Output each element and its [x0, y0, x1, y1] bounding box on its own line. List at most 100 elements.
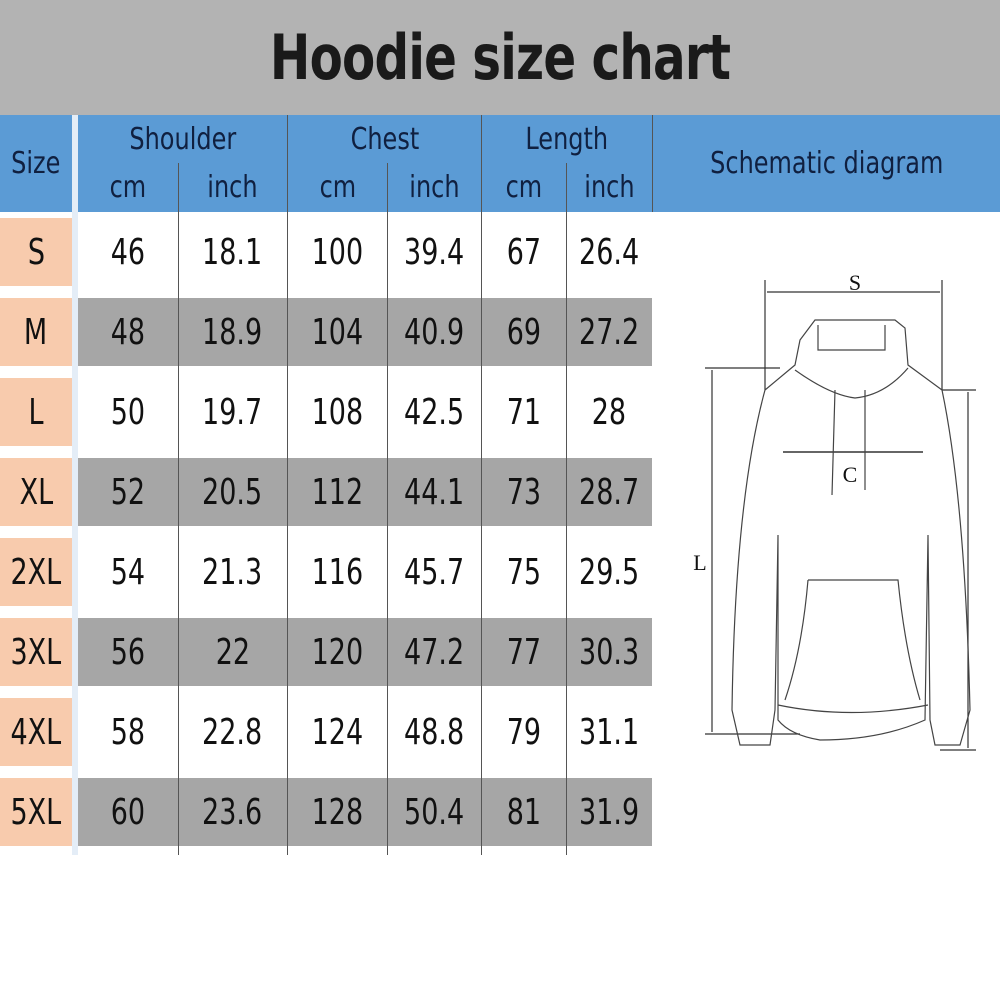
value-text: 120: [311, 631, 364, 673]
value-text: 50: [110, 391, 146, 433]
value-cell: 22: [178, 618, 287, 686]
value-text: 48.8: [403, 711, 465, 753]
value-text: 46: [110, 231, 146, 273]
value-cell: 21.3: [178, 538, 287, 606]
divider: [72, 115, 78, 855]
title-bar: Hoodie size chart: [0, 0, 1000, 115]
unit-header-cm: cm: [482, 163, 566, 212]
value-text: 104: [311, 311, 364, 353]
value-text: 30.3: [578, 631, 640, 673]
unit-label: inch: [408, 170, 460, 205]
value-cell: 100: [288, 218, 387, 286]
value-text: 26.4: [578, 231, 640, 273]
column-divider: [387, 163, 388, 855]
shoulder-measure-line: [764, 280, 943, 390]
value-cell: 116: [288, 538, 387, 606]
value-text: 124: [311, 711, 364, 753]
column-divider: [287, 115, 288, 855]
value-text: 50.4: [403, 791, 465, 833]
table-row: [78, 378, 652, 446]
value-text: 21.3: [202, 551, 263, 593]
value-text: 75: [506, 551, 542, 593]
table-row: [78, 778, 652, 846]
chest-label: Chest: [350, 121, 419, 157]
unit-header-inch: inch: [566, 163, 652, 212]
value-text: 31.1: [578, 711, 640, 753]
shoulder-marker: S: [849, 270, 861, 295]
unit-label: cm: [109, 170, 147, 205]
value-cell: 50: [78, 378, 178, 446]
hoodie-diagram: S C L: [693, 270, 976, 751]
size-header-label: Size: [11, 146, 61, 181]
value-cell: 47.2: [387, 618, 481, 686]
value-cell: 30.3: [566, 618, 652, 686]
value-cell: 56: [78, 618, 178, 686]
value-cell: 128: [288, 778, 387, 846]
size-cell: M: [0, 298, 72, 366]
value-cell: 112: [288, 458, 387, 526]
unit-header-inch: inch: [387, 163, 481, 212]
shoulder-header: Shoulder: [78, 115, 287, 163]
value-cell: 27.2: [566, 298, 652, 366]
value-text: 116: [311, 551, 364, 593]
size-cell: L: [0, 378, 72, 446]
size-cell: S: [0, 218, 72, 286]
value-cell: 69: [482, 298, 566, 366]
value-cell: 79: [482, 698, 566, 766]
value-text: 28.7: [578, 471, 640, 513]
table-row: [78, 618, 652, 686]
value-text: 28: [591, 391, 627, 433]
value-text: 112: [311, 471, 364, 513]
value-text: 52: [110, 471, 146, 513]
value-text: 42.5: [403, 391, 465, 433]
shoulder-label: Shoulder: [129, 121, 236, 157]
value-cell: 23.6: [178, 778, 287, 846]
value-cell: 48: [78, 298, 178, 366]
value-cell: 28.7: [566, 458, 652, 526]
length-header: Length: [482, 115, 652, 163]
table-row: [78, 698, 652, 766]
value-text: 77: [506, 631, 542, 673]
value-cell: 31.1: [566, 698, 652, 766]
value-cell: 20.5: [178, 458, 287, 526]
value-cell: 104: [288, 298, 387, 366]
value-text: 23.6: [202, 791, 263, 833]
unit-label: cm: [319, 170, 356, 205]
value-text: 73: [506, 471, 542, 513]
size-cell: XL: [0, 458, 72, 526]
value-cell: 29.5: [566, 538, 652, 606]
value-text: 18.1: [202, 231, 263, 273]
hoodie-outline: [731, 319, 971, 746]
value-cell: 26.4: [566, 218, 652, 286]
size-cell: 5XL: [0, 778, 72, 846]
value-cell: 124: [288, 698, 387, 766]
value-cell: 60: [78, 778, 178, 846]
size-label: XL: [19, 471, 53, 513]
table-row: [78, 218, 652, 286]
value-cell: 71: [482, 378, 566, 446]
chest-marker: C: [843, 462, 858, 487]
value-text: 45.7: [403, 551, 465, 593]
value-text: 100: [311, 231, 364, 273]
value-text: 67: [506, 231, 542, 273]
page-title: Hoodie size chart: [269, 21, 731, 94]
length-label: Length: [525, 121, 609, 157]
value-cell: 39.4: [387, 218, 481, 286]
unit-label: cm: [505, 170, 543, 205]
unit-label: inch: [207, 170, 258, 205]
value-text: 22: [215, 631, 250, 673]
length-measure-line: [705, 367, 976, 751]
value-cell: 81: [482, 778, 566, 846]
value-text: 18.9: [202, 311, 263, 353]
size-cell: 2XL: [0, 538, 72, 606]
value-text: 56: [110, 631, 146, 673]
value-text: 19.7: [202, 391, 263, 433]
value-text: 39.4: [403, 231, 465, 273]
value-text: 69: [506, 311, 542, 353]
value-cell: 19.7: [178, 378, 287, 446]
size-label: M: [24, 311, 48, 353]
value-cell: 73: [482, 458, 566, 526]
value-cell: 75: [482, 538, 566, 606]
value-cell: 40.9: [387, 298, 481, 366]
value-cell: 52: [78, 458, 178, 526]
